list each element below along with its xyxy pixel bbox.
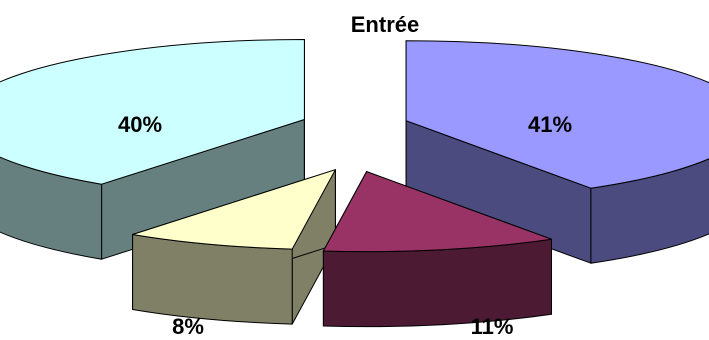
pie-slice-top bbox=[405, 40, 709, 189]
pie-label-40pct: 40% bbox=[118, 112, 162, 137]
pie-slice-41pct bbox=[405, 40, 709, 264]
pie-label-8pct: 8% bbox=[172, 314, 204, 339]
pie-slice-side bbox=[590, 158, 709, 264]
pie-label-11pct: 11% bbox=[471, 314, 514, 339]
pie-label-41pct: 41% bbox=[528, 112, 572, 137]
pie-slice-8pct bbox=[132, 169, 336, 325]
pie-slice-top bbox=[322, 171, 552, 253]
pie-slice-side bbox=[322, 238, 552, 328]
pie-slice-11pct bbox=[322, 171, 552, 328]
chart-title: Entrée bbox=[351, 12, 419, 37]
pie-labels: 41% 11% 8% 40% bbox=[118, 112, 572, 339]
pie-slice-top bbox=[132, 169, 336, 250]
pie-slice-40pct bbox=[0, 39, 305, 260]
pie-slice-top bbox=[0, 39, 305, 185]
pie-slices bbox=[0, 39, 709, 328]
